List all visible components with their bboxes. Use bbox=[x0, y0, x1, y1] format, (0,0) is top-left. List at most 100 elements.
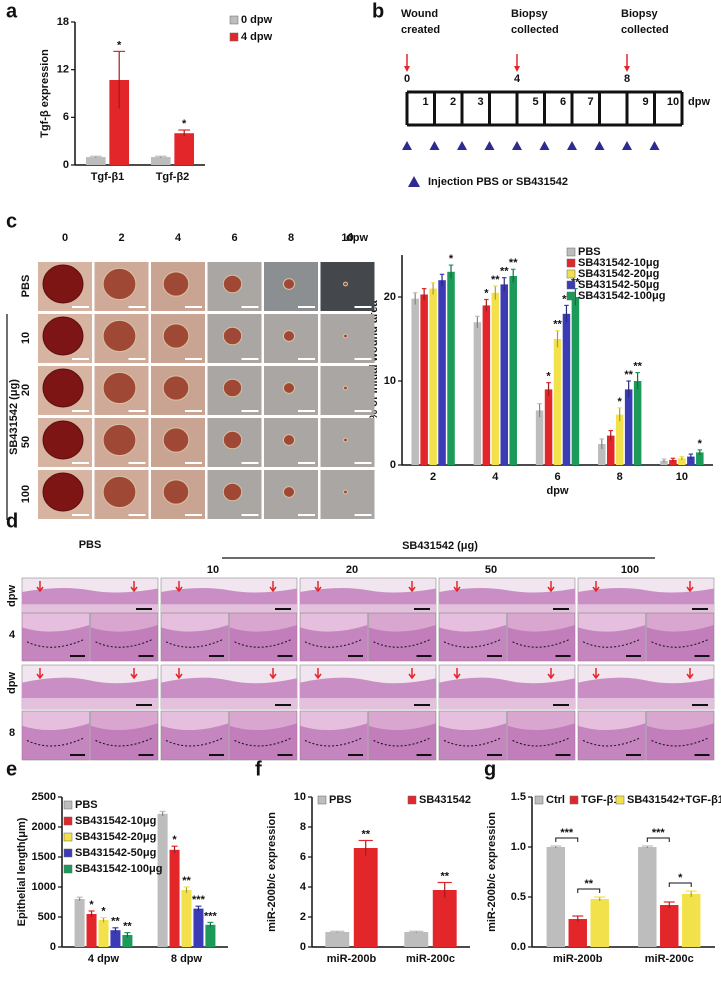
bar bbox=[571, 297, 580, 465]
epithelial-boundary bbox=[582, 737, 641, 747]
bar bbox=[535, 410, 544, 465]
histology-column-label: 100 bbox=[621, 564, 639, 576]
epithelial-boundary bbox=[443, 737, 502, 747]
timeline-day: 7 bbox=[587, 96, 593, 108]
timeline-unit: dpw bbox=[688, 96, 710, 108]
legend-label: SB431542-50μg bbox=[75, 847, 156, 859]
tissue bbox=[300, 625, 368, 661]
legend-label: PBS bbox=[329, 794, 352, 806]
bracket bbox=[668, 882, 692, 887]
timeline-day: 2 bbox=[450, 96, 456, 108]
legend-swatch bbox=[534, 795, 544, 805]
bracket-label: *** bbox=[560, 827, 574, 839]
epithelial-boundary bbox=[234, 638, 292, 648]
wound bbox=[222, 378, 243, 398]
timeline-day: 3 bbox=[477, 96, 483, 108]
bar bbox=[86, 914, 97, 947]
wound bbox=[162, 271, 190, 297]
timeline-legend: Injection PBS or SB431542 bbox=[428, 176, 568, 188]
bar bbox=[509, 276, 517, 465]
bracket bbox=[555, 837, 579, 842]
tissue bbox=[646, 625, 714, 661]
bar bbox=[681, 894, 701, 947]
y-tick-label: 1.0 bbox=[511, 841, 526, 853]
significance-label: *** bbox=[192, 894, 206, 906]
legend-swatch bbox=[566, 269, 576, 279]
significance-label: * bbox=[484, 287, 489, 299]
wound-edge-arrow bbox=[36, 668, 44, 680]
bar bbox=[85, 157, 106, 165]
legend-label: SB431542-100μg bbox=[578, 290, 665, 302]
bar bbox=[598, 444, 606, 465]
event-arrowhead bbox=[624, 66, 630, 72]
bar bbox=[325, 932, 350, 947]
significance-label: ** bbox=[509, 257, 518, 269]
timeline-day: 8 bbox=[624, 73, 630, 85]
bar bbox=[660, 905, 679, 947]
tissue bbox=[646, 723, 714, 760]
tissue bbox=[22, 698, 158, 709]
y-tick-label: 0 bbox=[63, 159, 69, 171]
legend-swatch bbox=[63, 816, 73, 826]
tissue bbox=[578, 625, 646, 661]
histology-day: 8 bbox=[9, 727, 15, 739]
bar bbox=[696, 452, 704, 465]
tissue bbox=[229, 723, 297, 760]
tissue bbox=[368, 723, 436, 760]
bar bbox=[109, 79, 130, 165]
legend-label: TGF-β1 bbox=[581, 794, 620, 806]
legend-label: PBS bbox=[578, 246, 601, 258]
wound-photo bbox=[320, 366, 375, 415]
bar bbox=[687, 456, 695, 465]
tissue bbox=[161, 698, 297, 709]
bar bbox=[193, 908, 204, 947]
bar bbox=[429, 288, 437, 465]
wound bbox=[343, 281, 348, 287]
bar bbox=[420, 294, 428, 465]
epithelial-boundary bbox=[443, 638, 502, 648]
photo-row-label: 100 bbox=[20, 485, 32, 503]
legend-label: SB431542+TGF-β1 bbox=[627, 794, 721, 806]
injection-marker bbox=[567, 141, 577, 150]
injection-marker bbox=[457, 141, 467, 150]
bar bbox=[678, 458, 686, 465]
panel-letter: d bbox=[6, 510, 18, 532]
wound-edge-arrow bbox=[453, 668, 461, 680]
tissue bbox=[507, 723, 575, 760]
y-tick-label: 500 bbox=[38, 911, 56, 923]
bar bbox=[174, 133, 195, 165]
wound bbox=[42, 368, 84, 408]
wound bbox=[282, 382, 296, 394]
wound-edge-arrow bbox=[36, 581, 44, 593]
significance-label: ** bbox=[111, 916, 120, 928]
y-tick-label: 0 bbox=[50, 941, 56, 953]
wound bbox=[162, 375, 190, 401]
epithelial-boundary bbox=[373, 638, 431, 648]
tissue bbox=[368, 625, 436, 661]
injection-marker bbox=[402, 141, 412, 150]
wound bbox=[343, 489, 348, 495]
bar bbox=[568, 919, 587, 947]
x-tick-label: Tgf-β2 bbox=[156, 171, 190, 183]
wound-edge-arrow bbox=[408, 581, 416, 593]
wound bbox=[343, 385, 348, 391]
histology-column-label: 10 bbox=[207, 564, 219, 576]
epithelial-boundary bbox=[373, 737, 431, 747]
significance-label: ** bbox=[633, 361, 642, 373]
wound bbox=[102, 371, 137, 405]
event-label: collected bbox=[621, 24, 669, 36]
legend-swatch bbox=[63, 848, 73, 858]
significance-label: * bbox=[182, 118, 187, 130]
timeline-day: 5 bbox=[532, 96, 538, 108]
y-tick-label: 12 bbox=[57, 64, 69, 76]
significance-label: ** bbox=[182, 875, 191, 887]
tissue bbox=[161, 604, 297, 613]
x-tick-label: 8 dpw bbox=[171, 953, 203, 965]
y-tick-label: 0 bbox=[300, 941, 306, 953]
significance-label: ** bbox=[571, 277, 580, 289]
timeline-day: 10 bbox=[667, 96, 679, 108]
epithelial-boundary bbox=[95, 638, 153, 648]
legend-swatch bbox=[63, 864, 73, 874]
panel-letter: e bbox=[6, 758, 17, 780]
